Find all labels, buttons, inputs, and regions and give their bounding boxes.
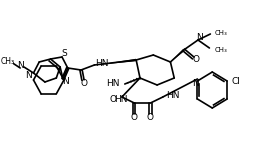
Text: CH₃: CH₃ <box>214 47 227 53</box>
Text: O: O <box>109 94 116 104</box>
Text: S: S <box>61 50 67 58</box>
Polygon shape <box>96 59 136 65</box>
Text: HN: HN <box>106 79 120 89</box>
Text: N: N <box>192 79 199 89</box>
Text: HN: HN <box>95 58 109 68</box>
Text: O: O <box>131 113 138 123</box>
Text: CH₃: CH₃ <box>0 57 15 67</box>
Text: Cl: Cl <box>232 76 241 86</box>
Text: HN: HN <box>114 95 128 105</box>
Text: CH₃: CH₃ <box>215 30 228 36</box>
Text: O: O <box>147 113 154 123</box>
Text: N: N <box>17 61 24 71</box>
Text: N: N <box>62 76 69 86</box>
Text: O: O <box>80 78 87 88</box>
Text: N: N <box>197 34 203 42</box>
Polygon shape <box>170 49 185 62</box>
Text: N: N <box>25 71 31 79</box>
Text: O: O <box>193 55 200 65</box>
Text: HN: HN <box>167 90 180 100</box>
